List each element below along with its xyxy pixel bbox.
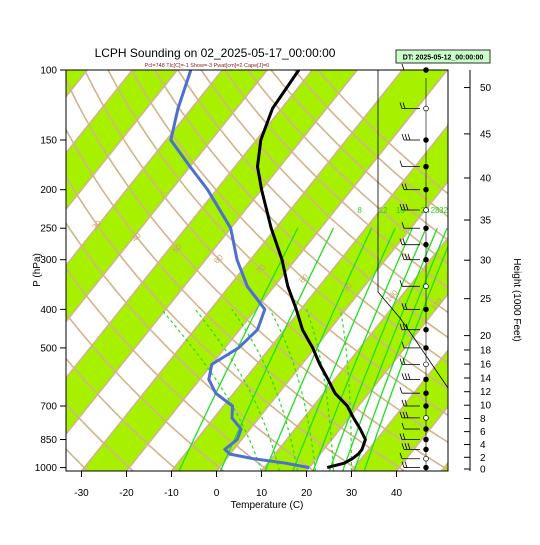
height-tick-label: 35 xyxy=(480,216,492,227)
height-tick-label: 20 xyxy=(480,331,492,342)
wind-station-dot xyxy=(424,416,429,421)
wind-station-dot xyxy=(424,138,429,143)
wind-station-dot xyxy=(424,307,429,312)
wind-station-dot xyxy=(424,208,429,213)
mixing-ratio-label: 32 xyxy=(439,206,448,215)
mixing-ratio-label: 12 xyxy=(379,206,388,215)
height-tick-label: 30 xyxy=(480,256,492,267)
wind-station-dot xyxy=(424,456,429,461)
wind-station-dot xyxy=(424,187,429,192)
height-tick-label: 10 xyxy=(480,401,492,412)
x-tick-label: -20 xyxy=(119,488,134,499)
mixing-ratio-label: 8 xyxy=(357,206,362,215)
chart-title: LCPH Sounding on 02_2025-05-17_00:00:00 xyxy=(95,46,336,60)
wind-station-dot xyxy=(424,226,429,231)
height-tick-label: 16 xyxy=(480,360,492,371)
datetime-label: DT: 2025-05-12_00:00:00 xyxy=(403,55,484,62)
x-tick-label: 0 xyxy=(214,488,220,499)
wind-station-dot xyxy=(424,447,429,452)
x-axis-label: Temperature (C) xyxy=(231,500,304,511)
y-tick-label: 250 xyxy=(40,224,57,235)
height-tick-label: 25 xyxy=(480,294,492,305)
wind-station-dot xyxy=(424,242,429,247)
x-tick-label: 40 xyxy=(391,488,403,499)
y-tick-label: 1000 xyxy=(35,463,58,474)
height-tick-label: 6 xyxy=(480,427,486,438)
y-axis-label: P (hPa) xyxy=(32,253,43,287)
x-tick-label: 10 xyxy=(256,488,268,499)
height-tick-label: 2 xyxy=(480,453,486,464)
wind-station-dot xyxy=(424,391,429,396)
x-tick-label: -10 xyxy=(164,488,179,499)
wind-station-dot xyxy=(424,465,429,470)
height-tick-label: 40 xyxy=(480,173,492,184)
wind-station-dot xyxy=(424,377,429,382)
y-tick-label: 100 xyxy=(40,66,57,77)
wind-station-dot xyxy=(424,284,429,289)
wind-station-dot xyxy=(424,164,429,169)
height-tick-label: 4 xyxy=(480,440,486,451)
height-tick-label: 14 xyxy=(480,374,492,385)
y-tick-label: 200 xyxy=(40,185,57,196)
y-tick-label: 850 xyxy=(40,435,57,446)
wind-station-dot xyxy=(424,404,429,409)
wind-station-dot xyxy=(424,327,429,332)
wind-station-dot xyxy=(424,106,429,111)
wind-station-dot xyxy=(424,437,429,442)
height-tick-label: 45 xyxy=(480,129,492,140)
height-tick-label: 18 xyxy=(480,345,492,356)
chart-subtitle: Pcl=748 Tlc[C]=-1 Show=-3 Pwat[cm]=2 Cap… xyxy=(145,63,269,69)
datetime-box: DT: 2025-05-12_00:00:00 xyxy=(396,50,490,63)
y-tick-label: 150 xyxy=(40,136,57,147)
height-tick-label: 8 xyxy=(480,414,486,425)
height-tick-label: 12 xyxy=(480,387,492,398)
x-tick-label: 20 xyxy=(301,488,313,499)
y-tick-label: 700 xyxy=(40,401,57,412)
x-tick-label: -30 xyxy=(74,488,89,499)
height-axis-label: Height (1000 Feet) xyxy=(511,258,522,341)
x-tick-label: 30 xyxy=(346,488,358,499)
wind-station-dot xyxy=(424,362,429,367)
y-tick-label: 500 xyxy=(40,343,57,354)
wind-station-dot xyxy=(424,345,429,350)
wind-station-dot xyxy=(424,257,429,262)
y-tick-label: 400 xyxy=(40,305,57,316)
height-tick-label: 0 xyxy=(480,465,486,476)
wind-station-dot xyxy=(424,427,429,432)
height-tick-label: 50 xyxy=(480,83,492,94)
